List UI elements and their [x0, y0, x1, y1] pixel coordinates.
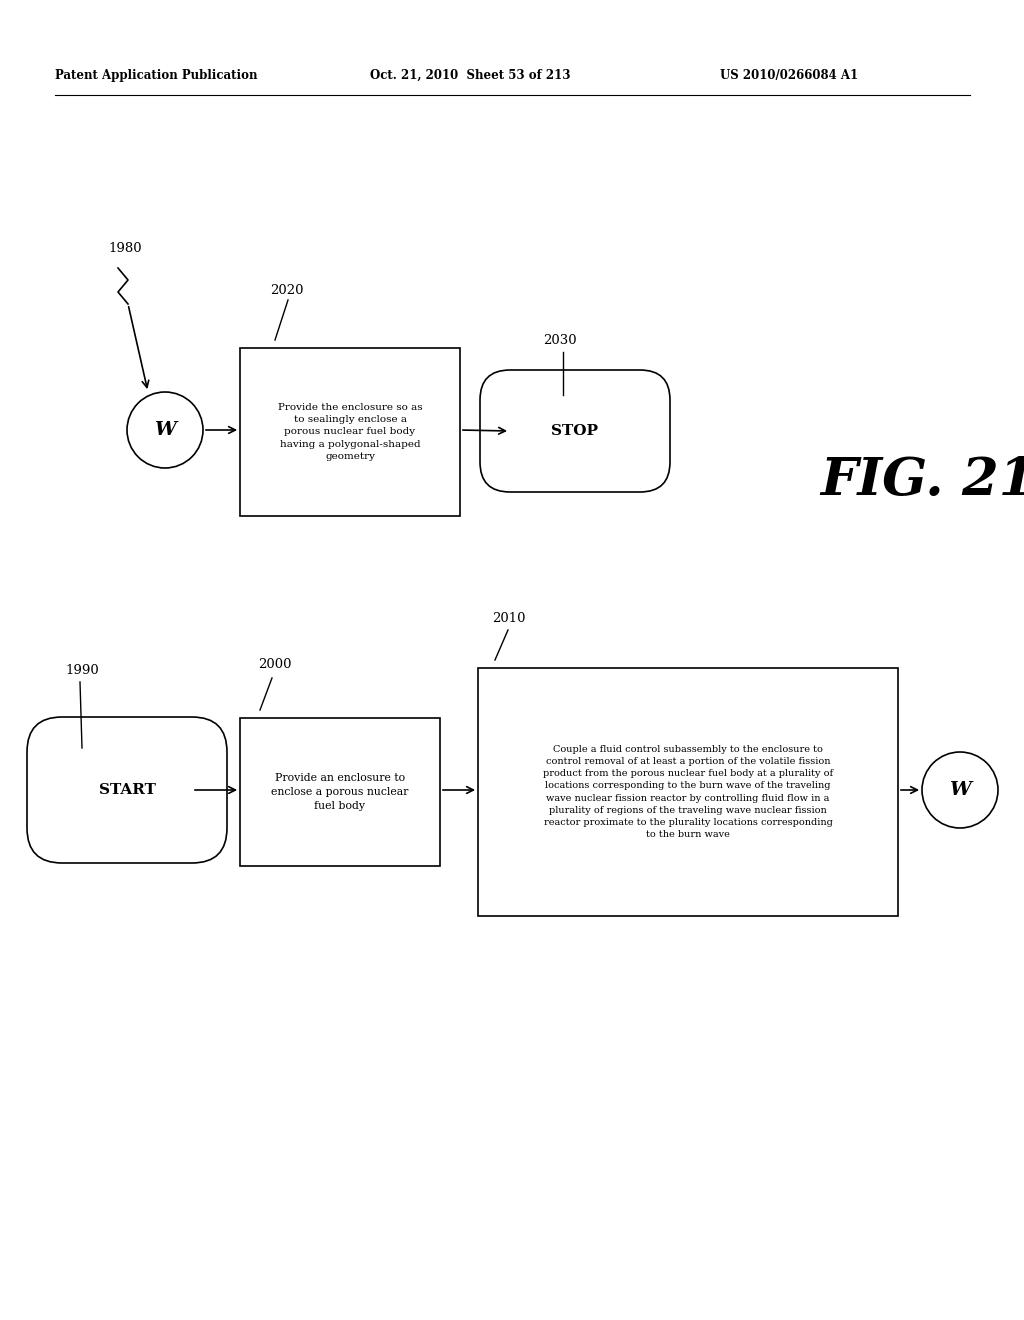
Text: W: W	[154, 421, 176, 440]
Text: 2000: 2000	[258, 659, 292, 672]
Text: START: START	[98, 783, 156, 797]
Circle shape	[127, 392, 203, 469]
Text: W: W	[949, 781, 971, 799]
Text: 2030: 2030	[543, 334, 577, 346]
Text: 1990: 1990	[65, 664, 98, 676]
Text: 2010: 2010	[492, 611, 525, 624]
Text: 1980: 1980	[108, 242, 141, 255]
Bar	[240, 348, 460, 516]
Text: Couple a fluid control subassembly to the enclosure to
control removal of at lea: Couple a fluid control subassembly to th…	[543, 744, 834, 840]
Bar	[478, 668, 898, 916]
Bar	[240, 718, 440, 866]
Text: Provide the enclosure so as
to sealingly enclose a
porous nuclear fuel body
havi: Provide the enclosure so as to sealingly…	[278, 403, 422, 461]
Text: STOP: STOP	[552, 424, 598, 438]
FancyBboxPatch shape	[27, 717, 227, 863]
Text: Oct. 21, 2010  Sheet 53 of 213: Oct. 21, 2010 Sheet 53 of 213	[370, 69, 570, 82]
FancyBboxPatch shape	[480, 370, 670, 492]
Text: Patent Application Publication: Patent Application Publication	[55, 69, 257, 82]
Circle shape	[922, 752, 998, 828]
Text: 2020: 2020	[270, 284, 303, 297]
Text: US 2010/0266084 A1: US 2010/0266084 A1	[720, 69, 858, 82]
Text: FIG. 21Y: FIG. 21Y	[820, 454, 1024, 506]
Text: Provide an enclosure to
enclose a porous nuclear
fuel body: Provide an enclosure to enclose a porous…	[271, 774, 409, 810]
